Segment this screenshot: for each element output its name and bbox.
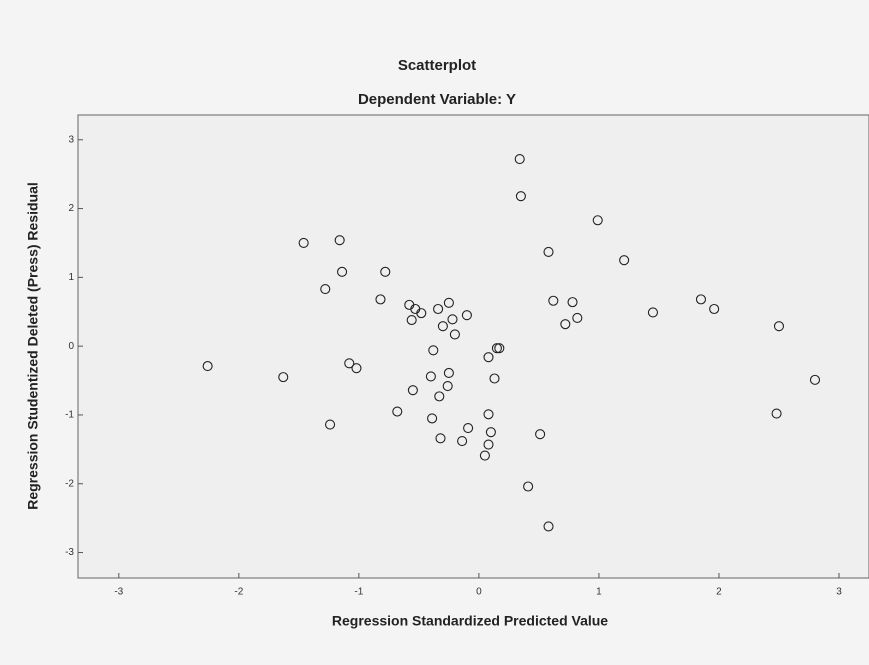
x-axis-label: Regression Standardized Predicted Value: [332, 613, 608, 629]
point: [809, 374, 821, 385]
point: [407, 385, 418, 396]
point: [435, 433, 446, 444]
point: [406, 314, 417, 326]
point: [548, 295, 559, 306]
y-tick-label: 3: [68, 134, 74, 145]
y-tick-label: 1: [68, 272, 74, 283]
point: [202, 361, 213, 372]
y-tick-label: -2: [65, 478, 74, 489]
point: [443, 367, 454, 379]
point: [337, 266, 348, 277]
point: [437, 321, 448, 332]
x-tick-label: -1: [354, 587, 363, 598]
point: [485, 427, 496, 438]
point: [449, 329, 460, 340]
point: [325, 419, 336, 430]
point: [461, 310, 472, 321]
x-tick-label: -3: [114, 587, 123, 598]
y-tick-label: 0: [68, 341, 74, 352]
point: [278, 372, 289, 383]
chart-title: Scatterplot: [398, 57, 476, 74]
point: [647, 307, 658, 318]
point: [543, 246, 554, 257]
point: [428, 345, 439, 356]
point: [392, 406, 403, 417]
point: [494, 343, 505, 354]
point: [773, 321, 785, 332]
point: [491, 343, 502, 354]
x-tick-label: 3: [836, 587, 842, 598]
x-tick-label: 1: [596, 587, 602, 598]
point: [447, 314, 458, 325]
point: [483, 352, 494, 363]
y-tick-label: -3: [65, 547, 74, 558]
plot-area: [77, 114, 869, 579]
point: [560, 319, 571, 330]
point: [463, 422, 474, 434]
point: [483, 439, 494, 450]
point: [416, 308, 427, 319]
point: [709, 303, 720, 315]
y-tick-label: -1: [65, 410, 74, 421]
point: [514, 153, 525, 165]
point: [351, 363, 362, 374]
point: [442, 381, 453, 392]
point: [543, 521, 554, 532]
point: [592, 215, 603, 226]
point: [483, 409, 494, 420]
point: [320, 284, 331, 295]
point: [334, 235, 345, 246]
point: [567, 297, 578, 308]
point: [572, 312, 583, 323]
point: [457, 436, 468, 447]
point: [619, 255, 630, 266]
point: [535, 429, 546, 440]
chart-subtitle: Dependent Variable: Y: [358, 91, 516, 108]
point: [434, 391, 445, 402]
point: [771, 408, 782, 419]
point: [515, 191, 526, 202]
point: [375, 294, 386, 305]
point: [427, 413, 438, 424]
point: [344, 358, 355, 369]
x-tick-label: 0: [476, 587, 482, 598]
point: [443, 297, 454, 308]
point: [695, 294, 707, 305]
point: [425, 371, 436, 382]
point: [489, 373, 500, 384]
x-tick-label: 2: [716, 587, 722, 598]
y-axis-label: Regression Studentized Deleted (Press) R…: [25, 182, 41, 510]
point: [433, 303, 444, 315]
point: [479, 450, 490, 461]
point: [380, 266, 391, 277]
x-tick-label: -2: [234, 587, 243, 598]
point: [298, 237, 309, 249]
point: [523, 481, 534, 492]
y-tick-label: 2: [68, 203, 74, 214]
